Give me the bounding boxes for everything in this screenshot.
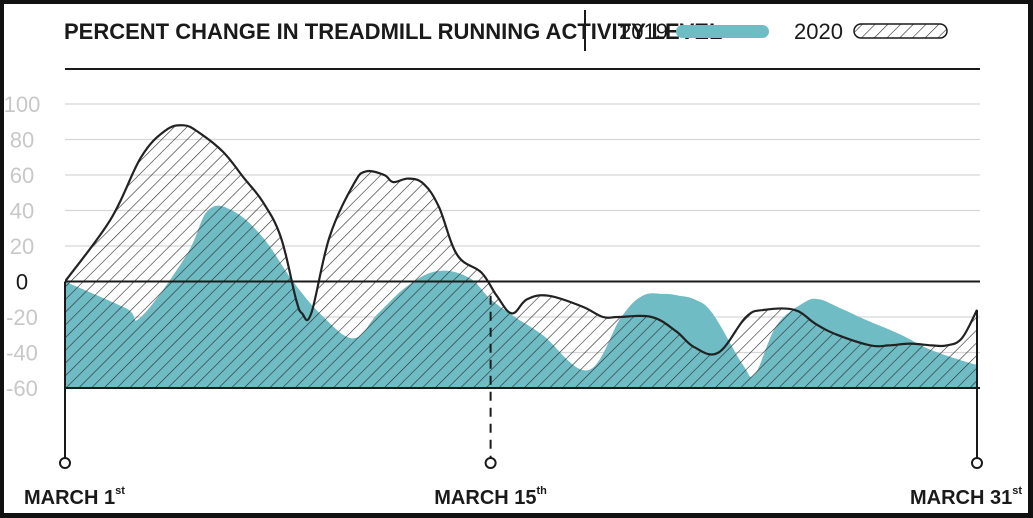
chart-title: PERCENT CHANGE IN TREADMILL RUNNING ACTI…: [64, 19, 722, 44]
x-tick-label: MARCH 1st: [24, 485, 125, 509]
series-2020-line: [65, 124, 978, 356]
series-layer: [65, 124, 978, 389]
y-tick-label: 0: [16, 270, 28, 295]
series-2020-area: [65, 125, 977, 389]
y-tick-label: 20: [10, 234, 34, 259]
x-tick-label: MARCH 31st: [910, 485, 1022, 509]
legend-label-2020: 2020: [794, 19, 843, 44]
x-tick-marker: [971, 457, 983, 469]
x-tick-marker: [59, 457, 71, 469]
y-tick-label: 80: [10, 128, 34, 153]
legend-swatch-2020: [853, 23, 948, 39]
x-tick-label: MARCH 15th: [434, 485, 547, 509]
legend-label-2019: 2019: [619, 19, 668, 44]
y-tick-label: -60: [6, 376, 38, 401]
legend: 2019 2020: [619, 19, 948, 44]
y-tick-label: -20: [6, 305, 38, 330]
legend-item-2019: 2019: [619, 19, 769, 44]
legend-swatch-2019: [676, 25, 769, 38]
chart-panel: PERCENT CHANGE IN TREADMILL RUNNING ACTI…: [4, 4, 1028, 513]
treadmill-activity-chart: PERCENT CHANGE IN TREADMILL RUNNING ACTI…: [4, 10, 1022, 509]
y-tick-label: 100: [4, 92, 40, 117]
y-tick-label: 40: [10, 199, 34, 224]
y-axis-ticks: 100 80 60 40 20 0 -20 -40 -60: [4, 92, 40, 401]
x-tick-marker: [484, 457, 497, 469]
y-tick-label: 60: [10, 163, 34, 188]
axes: [64, 280, 980, 459]
legend-item-2020: 2020: [794, 19, 948, 44]
x-axis-ticks: MARCH 1st MARCH 15th MARCH 31st: [24, 295, 1022, 509]
y-tick-label: -40: [6, 341, 38, 366]
